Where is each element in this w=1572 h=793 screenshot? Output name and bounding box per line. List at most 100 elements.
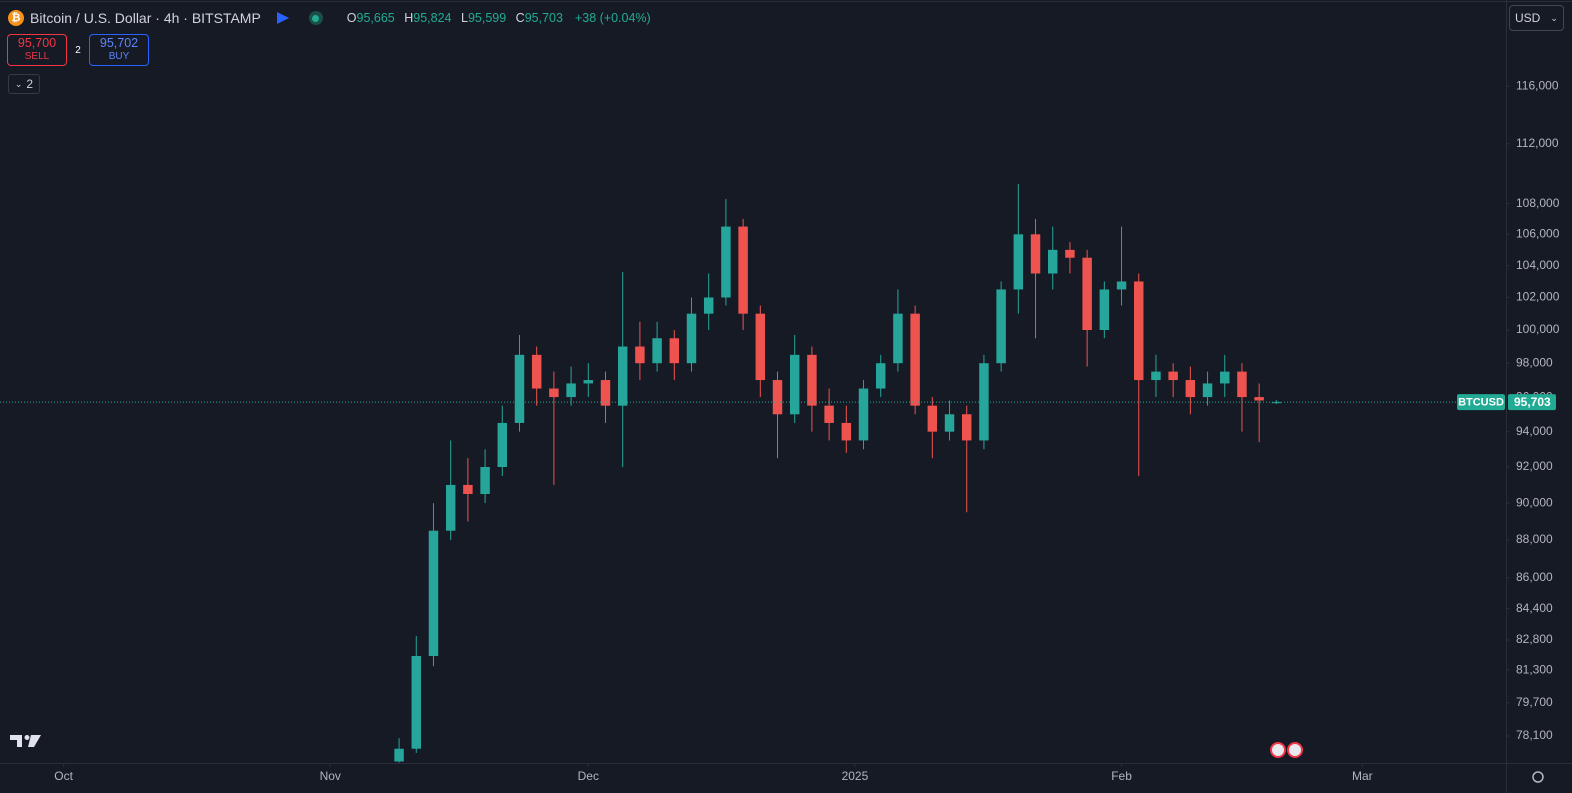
- ohlc-value: 95,824: [413, 11, 452, 25]
- y-tick-label: 104,000: [1516, 258, 1560, 272]
- candle-body: [858, 388, 869, 441]
- y-tick-label: 92,000: [1516, 459, 1553, 473]
- change: +38 (+0.04%): [574, 11, 651, 25]
- flag-icon[interactable]: [276, 12, 289, 24]
- y-tick-label: 102,000: [1516, 290, 1560, 304]
- x-tick-label: Mar: [1352, 769, 1373, 783]
- spread: 2: [75, 44, 81, 56]
- candle-body: [824, 405, 834, 423]
- candle-body: [1099, 289, 1110, 331]
- candle-body: [961, 414, 972, 441]
- candle-body: [1082, 257, 1092, 331]
- y-tick-label: 79,700: [1516, 695, 1553, 709]
- candle-body: [738, 226, 748, 314]
- y-tick-label: 94,000: [1516, 424, 1553, 438]
- y-tick-label: 81,300: [1516, 662, 1553, 676]
- sell-label: SELL: [24, 51, 50, 62]
- coin-icon: ₿: [8, 10, 24, 26]
- x-tick-label: Feb: [1111, 769, 1132, 783]
- candle-body: [635, 346, 645, 364]
- candle-body: [1013, 234, 1024, 290]
- candle-body: [1254, 397, 1264, 401]
- candle-body: [910, 313, 920, 406]
- y-tick-label: 116,000: [1516, 78, 1559, 92]
- x-tick-label: 2025: [842, 769, 869, 783]
- last-price-bg: [1508, 394, 1556, 411]
- candle-body: [394, 748, 404, 762]
- candle-body: [875, 363, 886, 389]
- candle-body: [583, 380, 594, 384]
- x-tick-label: Nov: [320, 769, 341, 783]
- indicator-count: 2: [26, 77, 34, 91]
- candle-body: [445, 484, 456, 531]
- candle-body: [531, 354, 542, 389]
- y-tick-label: 100,000: [1516, 322, 1560, 336]
- candle-body: [1134, 281, 1144, 381]
- candle-body: [703, 297, 714, 314]
- candle-body: [549, 388, 559, 398]
- y-tick-label: 112,000: [1516, 136, 1559, 150]
- tv-logo: [10, 735, 41, 747]
- buy-label: BUY: [108, 51, 130, 62]
- candle-body: [411, 656, 422, 749]
- y-tick-label: 90,000: [1516, 495, 1553, 509]
- candle-body: [789, 354, 800, 415]
- y-tick-label: 86,000: [1516, 570, 1553, 584]
- candle-body: [1237, 371, 1247, 398]
- sell-button[interactable]: 95,700 SELL: [7, 34, 67, 66]
- candle-body: [721, 226, 731, 298]
- candle-body: [1116, 281, 1127, 290]
- sell-price: 95,700: [17, 36, 57, 50]
- candle-body: [772, 380, 783, 415]
- symbol-title[interactable]: Bitcoin / U.S. Dollar · 4h · BITSTAMP: [30, 10, 261, 26]
- candle-body: [428, 530, 439, 657]
- ohlc-value: 95,665: [356, 11, 395, 25]
- candle-body: [497, 422, 508, 467]
- y-tick-label: 78,100: [1516, 728, 1553, 742]
- candle-body: [841, 422, 852, 441]
- candle-body: [1048, 249, 1058, 274]
- buy-price: 95,702: [99, 36, 139, 50]
- candle-body: [566, 383, 576, 398]
- candle-body: [996, 289, 1006, 364]
- ohlc-value: 95,599: [467, 11, 507, 25]
- last-price-label: 95,703: [1514, 395, 1551, 409]
- candle-body: [686, 313, 697, 364]
- candle-body: [807, 354, 817, 406]
- ohlc-key: C: [515, 11, 525, 25]
- candle-body: [1202, 383, 1213, 398]
- ohlc: O95,665 H95,824 L95,599 C95,703: [341, 11, 563, 25]
- candle-body: [979, 363, 989, 441]
- buy-button[interactable]: 95,702 BUY: [89, 34, 149, 66]
- y-tick-label: 106,000: [1516, 226, 1560, 240]
- indicators-toggle[interactable]: ⌄ 2: [8, 74, 40, 94]
- settings-icon[interactable]: [1532, 771, 1544, 783]
- symbol-tag: BTCUSD: [1458, 397, 1504, 409]
- y-tick-label: 84,400: [1516, 601, 1553, 615]
- candle-body: [514, 354, 525, 423]
- y-tick-label: 82,800: [1516, 632, 1553, 646]
- candle-body: [1220, 371, 1230, 384]
- candle-body: [463, 484, 473, 494]
- candle-body: [1271, 402, 1282, 404]
- event-flags[interactable]: [1270, 742, 1303, 758]
- candle-body: [480, 466, 490, 494]
- candle-body: [652, 338, 662, 364]
- y-tick-label: 88,000: [1516, 532, 1553, 546]
- x-tick-label: Dec: [578, 769, 599, 783]
- market-status: [308, 11, 323, 25]
- trade-buttons: 95,700 SELL 2 95,702 BUY: [7, 34, 149, 66]
- ohlc-key: O: [346, 11, 357, 25]
- candle-body: [1168, 371, 1178, 381]
- currency: USD: [1515, 11, 1541, 25]
- symbol-tag-bg: [1457, 394, 1505, 411]
- ohlc-key: H: [404, 11, 414, 25]
- candle-body: [669, 338, 680, 364]
- currency-select[interactable]: USD ⌄: [1509, 5, 1564, 31]
- y-tick-label: 108,000: [1516, 196, 1560, 210]
- candle-body: [893, 313, 903, 364]
- candle-body: [927, 405, 938, 432]
- y-tick-label: 98,000: [1516, 355, 1553, 369]
